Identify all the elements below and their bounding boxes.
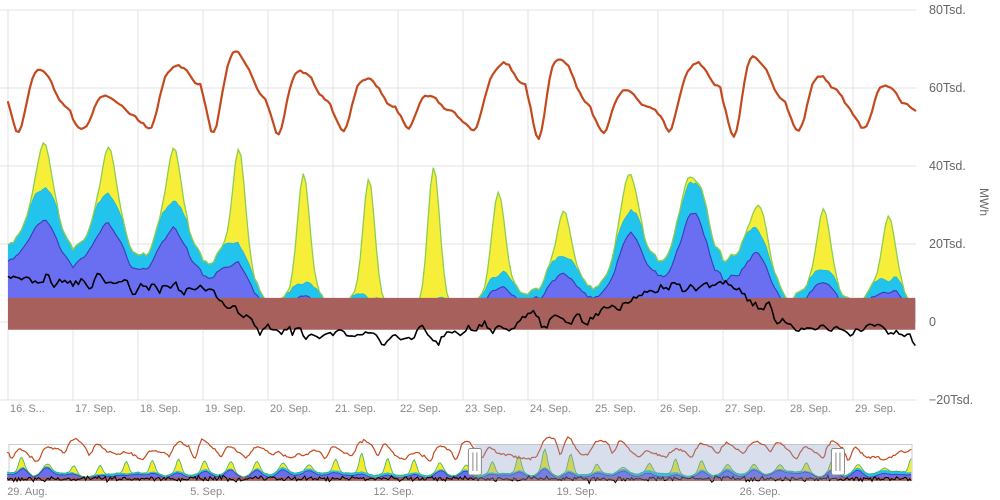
svg-text:21. Sep.: 21. Sep. [335, 403, 376, 415]
svg-text:16. S...: 16. S... [10, 403, 45, 415]
svg-text:−20Tsd.: −20Tsd. [929, 393, 973, 407]
svg-text:29. Aug.: 29. Aug. [7, 486, 47, 498]
svg-text:26. Sep.: 26. Sep. [740, 486, 781, 498]
svg-text:25. Sep.: 25. Sep. [595, 403, 636, 415]
svg-text:40Tsd.: 40Tsd. [929, 159, 966, 173]
svg-text:60Tsd.: 60Tsd. [929, 81, 966, 95]
svg-text:22. Sep.: 22. Sep. [400, 403, 441, 415]
svg-text:19. Sep.: 19. Sep. [205, 403, 246, 415]
svg-text:12. Sep.: 12. Sep. [373, 486, 414, 498]
svg-text:28. Sep.: 28. Sep. [790, 403, 831, 415]
svg-text:17. Sep.: 17. Sep. [75, 403, 116, 415]
svg-text:MWh: MWh [977, 188, 991, 216]
svg-text:20Tsd.: 20Tsd. [929, 237, 966, 251]
svg-text:20. Sep.: 20. Sep. [270, 403, 311, 415]
svg-text:26. Sep.: 26. Sep. [660, 403, 701, 415]
svg-text:29. Sep.: 29. Sep. [855, 403, 896, 415]
svg-text:23. Sep.: 23. Sep. [465, 403, 506, 415]
svg-text:0: 0 [929, 315, 936, 329]
svg-text:80Tsd.: 80Tsd. [929, 3, 966, 17]
svg-text:24. Sep.: 24. Sep. [530, 403, 571, 415]
svg-text:5. Sep.: 5. Sep. [190, 486, 225, 498]
svg-text:18. Sep.: 18. Sep. [140, 403, 181, 415]
svg-text:27. Sep.: 27. Sep. [725, 403, 766, 415]
svg-text:19. Sep.: 19. Sep. [556, 486, 597, 498]
